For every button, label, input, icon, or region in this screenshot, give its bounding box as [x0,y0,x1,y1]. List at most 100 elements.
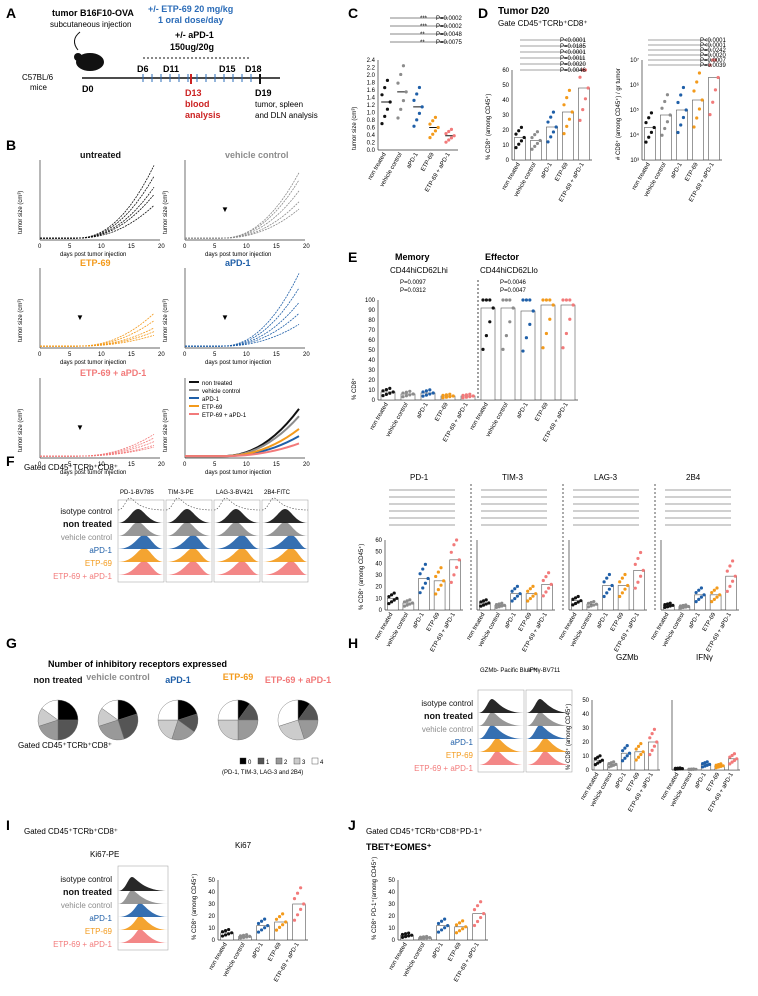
x-tick-label: 10 [243,244,250,250]
bar [725,575,737,611]
data-point [652,727,657,732]
stain-label: TIM-3-PE [168,490,194,496]
data-point [650,732,654,736]
data-point [562,132,566,136]
data-point [728,755,732,759]
x-tick-label: 15 [128,352,135,358]
y-tick-label: 20 [502,128,509,134]
data-point [418,572,422,576]
y-tick-label: 0 [212,938,216,944]
tumor-curve [40,334,155,347]
marker-title: IFNγ [696,653,713,662]
histogram [214,509,260,523]
bar [418,578,430,611]
x-tick-label: ETP-69 [434,401,450,422]
x-tick-label: aPD-1 [614,771,628,789]
y-axis-label: % CD8⁺ (among CD45⁺) [191,874,198,940]
y-axis-label: % CD8⁺ (among CD45⁺) [358,544,365,610]
y-tick-label: 40 [502,98,509,104]
data-point [494,603,499,607]
y-axis-label: tumor size (cm³) [163,299,169,342]
p-value: P=0.0075 [436,40,463,46]
histogram [118,561,164,575]
data-point [481,347,485,351]
data-point [227,927,231,932]
p-value: P=0.0011 [560,56,586,62]
y-axis-label: % CD8⁺ (among CD45⁺) [565,704,572,770]
data-point [610,583,614,588]
data-point [679,93,683,97]
data-point [686,604,691,609]
data-point [389,600,394,604]
data-point [256,921,261,926]
p-value: P=0.0020 [700,53,727,59]
y-tick-label: 0 [392,938,396,944]
data-point [676,100,680,105]
isotype-histogram [213,497,261,511]
histogram [118,877,168,891]
data-point [395,596,399,600]
data-point [405,603,409,607]
bar [578,87,590,161]
data-point [605,591,609,595]
histogram [166,535,212,549]
x-tick-label: ETP-69 [426,611,442,632]
p-value: P=0.0047 [500,288,527,294]
panel-g: non treated vehicle control aPD-1 ETP-69 ETP… [33,672,331,766]
bar [514,137,526,161]
data-point [524,336,529,340]
data-point [697,107,702,111]
y-tick-label: 10 [375,596,382,602]
data-point [454,923,459,927]
y-tick-label: 1.0 [367,111,376,117]
row-label: aPD-1 [450,738,473,747]
data-point [639,550,643,555]
panel-letter-i: I [6,817,10,833]
data-point [518,592,522,596]
data-point [528,587,532,591]
data-point [634,747,638,751]
data-point [618,580,622,584]
panel-letter-b: B [6,137,16,153]
bar [440,395,456,401]
panel-letter-j: J [348,817,356,833]
bar [694,594,706,611]
histogram-frame [117,499,165,583]
data-point [713,58,718,62]
data-point [678,604,683,608]
x-tick-label: aPD-1 [412,611,426,629]
data-point [454,931,459,935]
data-point [452,134,456,138]
data-point [482,912,486,916]
data-point [647,135,651,139]
data-point [387,601,391,606]
data-point [428,392,432,396]
data-point [531,309,535,313]
data-point [479,600,483,604]
x-axis-label: days post tumor injection [60,360,126,366]
data-point [681,603,685,608]
data-point [708,113,712,117]
data-point [567,117,572,121]
data-point [583,97,588,101]
data-point [468,395,472,399]
data-point [443,926,447,930]
tumor-curve [185,190,300,239]
y-tick-label: 50 [375,550,382,556]
data-point [472,908,477,912]
tumor-curve [40,205,155,239]
data-point [692,125,696,129]
data-point [389,593,394,597]
x-tick-label: 10 [98,352,105,358]
y-tick-label: 90 [368,308,375,314]
row-label: ETP-69 [85,927,113,936]
data-point [699,595,704,599]
pie-slice [278,719,305,741]
data-point [639,752,643,757]
data-point [671,603,675,607]
data-point [660,106,664,110]
panel-letter-d: D [478,5,488,21]
histogram [166,509,212,523]
y-tick-label: 10 [208,926,215,932]
